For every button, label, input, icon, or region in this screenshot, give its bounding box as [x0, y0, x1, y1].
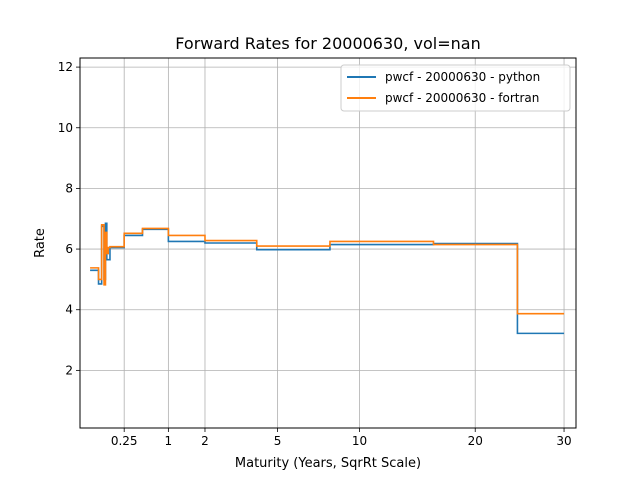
series-layer — [90, 222, 565, 335]
x-tick-label: 10 — [352, 434, 367, 448]
legend-label-python: pwcf - 20000630 - python — [385, 70, 540, 84]
legend-box — [340, 64, 571, 112]
x-tick-label: 1 — [165, 434, 173, 448]
legend: pwcf - 20000630 - python pwcf - 20000630… — [340, 64, 571, 112]
y-tick-label: 2 — [65, 363, 73, 377]
plot-frame — [79, 57, 577, 429]
y-tick-label: 6 — [65, 242, 73, 256]
y-axis-label: Rate — [33, 228, 48, 258]
y-tick-label: 8 — [65, 181, 73, 195]
y-tick-label: 12 — [58, 60, 73, 74]
x-tick-label: 0.25 — [111, 434, 138, 448]
x-tick-label: 30 — [556, 434, 571, 448]
y-tick-label: 10 — [58, 121, 73, 135]
x-tick-label: 5 — [274, 434, 282, 448]
series-line-fortran — [90, 224, 565, 315]
chart-title: Forward Rates for 20000630, vol=nan — [175, 34, 480, 53]
legend-label-fortran: pwcf - 20000630 - fortran — [385, 91, 539, 105]
x-axis-label: Maturity (Years, SqrRt Scale) — [235, 456, 421, 471]
x-tick-label: 20 — [468, 434, 483, 448]
x-tick-label: 2 — [201, 434, 209, 448]
y-tick-label: 4 — [65, 303, 73, 317]
